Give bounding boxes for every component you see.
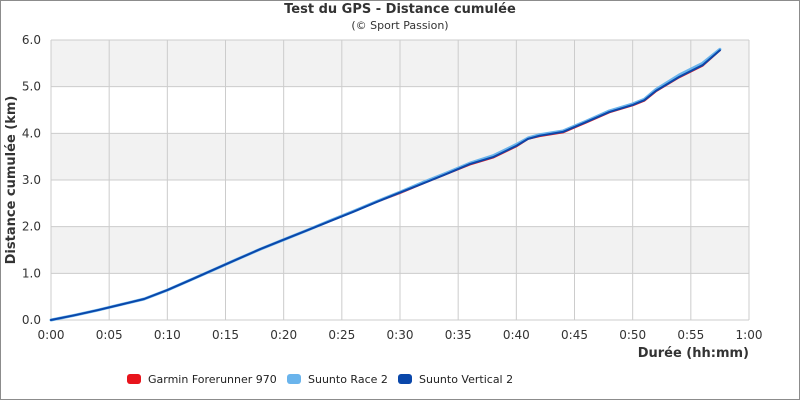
x-axis-label: Durée (hh:mm) xyxy=(638,346,749,361)
x-tick-label: 0:25 xyxy=(328,328,355,342)
grid-lines xyxy=(50,39,750,321)
x-tick-label: 0:35 xyxy=(445,328,472,342)
x-tick-label: 0:10 xyxy=(154,328,181,342)
legend-label-suunto-vertical: Suunto Vertical 2 xyxy=(419,372,514,386)
x-tick-label: 0:20 xyxy=(270,328,297,342)
y-tick-label: 6.0 xyxy=(22,33,41,47)
series-lines xyxy=(49,47,722,322)
legend-swatch-suunto-vertical xyxy=(398,374,412,384)
y-tick-label: 5.0 xyxy=(22,80,41,94)
x-tick-labels: 0:00 0:05 0:10 0:15 0:20 0:25 0:30 0:35 0:40 0:45… xyxy=(38,328,763,342)
x-tick-label: 0:15 xyxy=(212,328,239,342)
y-tick-label: 2.0 xyxy=(22,220,41,234)
legend-swatch-garmin xyxy=(127,374,141,384)
x-tick-label: 0:55 xyxy=(677,328,704,342)
x-tick-label: 0:45 xyxy=(561,328,588,342)
y-tick-label: 3.0 xyxy=(22,173,41,187)
y-axis-label: Distance cumulée (km) xyxy=(4,96,19,265)
x-tick-label: 0:50 xyxy=(619,328,646,342)
legend-item-suunto-vertical[interactable]: Suunto Vertical 2 xyxy=(398,371,513,387)
chart-title: Test du GPS - Distance cumulée xyxy=(284,2,516,17)
x-tick-label: 1:00 xyxy=(736,328,763,342)
x-tick-label: 0:30 xyxy=(387,328,414,342)
legend-item-garmin[interactable]: Garmin Forerunner 970 xyxy=(127,371,277,387)
x-tick-label: 0:40 xyxy=(503,328,530,342)
legend-label-suunto-race: Suunto Race 2 xyxy=(308,372,388,386)
legend-item-suunto-race[interactable]: Suunto Race 2 xyxy=(287,371,388,387)
x-tick-label: 0:05 xyxy=(96,328,123,342)
legend: Garmin Forerunner 970 Suunto Race 2 Suun… xyxy=(0,371,800,387)
y-tick-label: 4.0 xyxy=(22,126,41,140)
legend-label-garmin: Garmin Forerunner 970 xyxy=(148,372,277,386)
legend-swatch-suunto-race xyxy=(287,374,301,384)
y-tick-label: 0.0 xyxy=(22,313,41,327)
y-tick-label: 1.0 xyxy=(22,266,41,280)
y-tick-labels: 0.0 1.0 2.0 3.0 4.0 5.0 6.0 xyxy=(22,33,41,327)
chart-subtitle: (© Sport Passion) xyxy=(351,19,449,32)
x-tick-label: 0:00 xyxy=(38,328,65,342)
series-line-3 xyxy=(50,49,721,321)
